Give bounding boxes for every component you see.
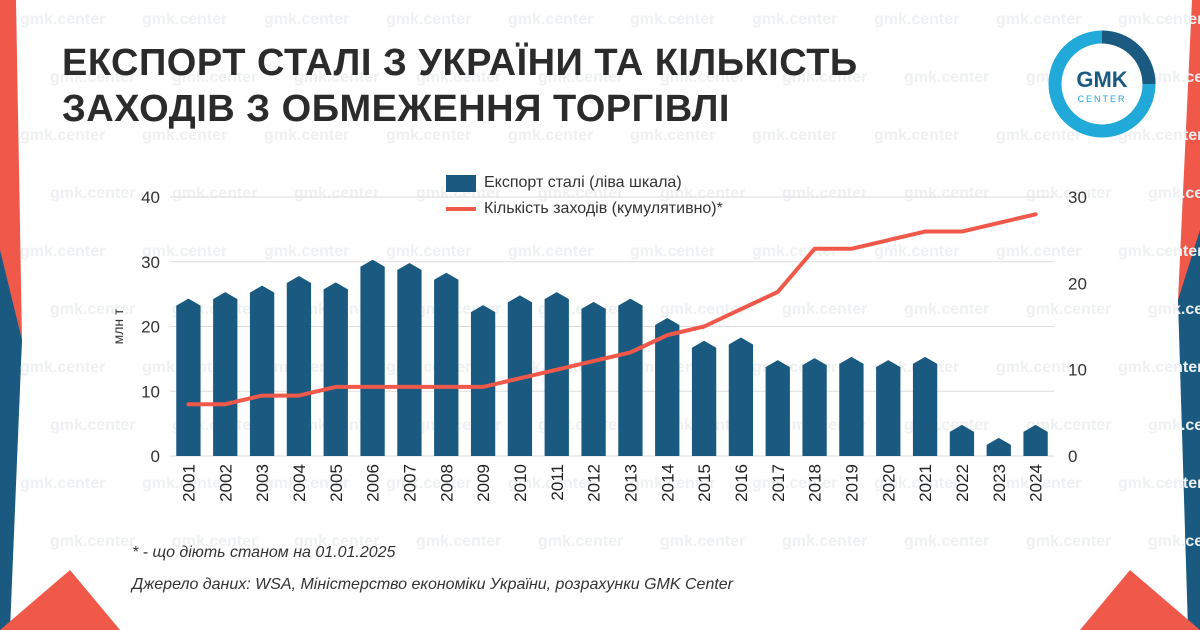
x-tick-label: 2005 bbox=[327, 464, 346, 502]
bar-2012 bbox=[581, 301, 606, 456]
bar-2002 bbox=[213, 292, 238, 456]
y-axis-label: млн т bbox=[110, 308, 126, 344]
y-right-tick-label: 30 bbox=[1068, 188, 1087, 207]
y-left-tick-label: 30 bbox=[141, 253, 160, 272]
bar-2003 bbox=[249, 285, 275, 456]
x-tick-label: 2003 bbox=[253, 464, 272, 502]
y-right-tick-label: 0 bbox=[1068, 447, 1077, 466]
steel-export-chart: 0 10 20 30 40 0 10 20 30 млн т 2001 2002 2003 2004 200… bbox=[110, 188, 1087, 502]
bar-2010 bbox=[507, 295, 533, 456]
y-right-tick-label: 10 bbox=[1068, 361, 1087, 380]
x-tick-label: 2006 bbox=[364, 464, 383, 502]
source-note: Джерело даних: WSA, Міністерство економі… bbox=[132, 576, 734, 593]
x-tick-label: 2018 bbox=[806, 464, 825, 502]
logo-text-gmk: GMK bbox=[1076, 67, 1127, 92]
x-tick-label: 2020 bbox=[879, 464, 898, 502]
x-tick-label: 2013 bbox=[621, 464, 640, 502]
bar-2011 bbox=[544, 292, 569, 456]
bar-2024 bbox=[1023, 424, 1048, 456]
right-decoration bbox=[1178, 0, 1200, 630]
bar-2015 bbox=[691, 340, 717, 456]
title-line-2: ЗАХОДІВ З ОБМЕЖЕННЯ ТОРГІВЛІ bbox=[62, 88, 730, 130]
x-tick-label: 2023 bbox=[990, 464, 1009, 502]
legend-swatch-bar bbox=[446, 174, 476, 192]
title-line-1: ЕКСПОРТ СТАЛІ З УКРАЇНИ ТА КІЛЬКІСТЬ bbox=[62, 42, 858, 84]
x-tick-label: 2019 bbox=[842, 464, 861, 502]
chart-legend: Експорт сталі (ліва шкала) Кількість зах… bbox=[446, 170, 723, 222]
logo-text-center: CENTER bbox=[1077, 94, 1126, 104]
bar-2014 bbox=[655, 318, 680, 456]
bottom-right-decoration bbox=[1080, 570, 1200, 630]
y-right-tick-label: 20 bbox=[1068, 274, 1087, 293]
x-tick-label: 2017 bbox=[769, 464, 788, 502]
bar-2018 bbox=[802, 358, 827, 456]
y-left-tick-label: 0 bbox=[151, 447, 160, 466]
y-left-tick-label: 20 bbox=[141, 318, 160, 337]
bar-2017 bbox=[765, 360, 790, 456]
bar-2021 bbox=[912, 356, 938, 456]
x-tick-label: 2012 bbox=[585, 464, 604, 502]
legend-swatch-line bbox=[446, 207, 476, 211]
legend-item-exports: Експорт сталі (ліва шкала) bbox=[446, 170, 723, 196]
bar-2020 bbox=[876, 360, 901, 456]
legend-item-measures: Кількість заходів (кумулятивно)* bbox=[446, 196, 723, 222]
x-tick-label: 2007 bbox=[400, 464, 419, 502]
x-tick-label: 2021 bbox=[916, 464, 935, 502]
bar-2023 bbox=[986, 437, 1011, 456]
legend-label-exports: Експорт сталі (ліва шкала) bbox=[484, 174, 682, 191]
x-tick-label: 2001 bbox=[179, 464, 198, 502]
footnote: * - що діють станом на 01.01.2025 bbox=[132, 544, 396, 561]
page-title: ЕКСПОРТ СТАЛІ З УКРАЇНИ ТА КІЛЬКІСТЬ ЗАХ… bbox=[62, 40, 942, 132]
bar-2007 bbox=[397, 262, 422, 456]
gmk-center-logo: GMK CENTER bbox=[1048, 30, 1156, 138]
measures-line bbox=[186, 212, 1038, 407]
bar-2005 bbox=[323, 282, 348, 456]
legend-label-measures: Кількість заходів (кумулятивно)* bbox=[484, 200, 723, 217]
x-tick-label: 2002 bbox=[216, 464, 235, 502]
x-tick-label: 2024 bbox=[1027, 464, 1046, 502]
x-tick-label: 2022 bbox=[953, 464, 972, 502]
x-tick-label: 2008 bbox=[437, 464, 456, 502]
left-decoration bbox=[0, 0, 22, 630]
bar-2009 bbox=[470, 305, 496, 456]
y-left-tick-label: 10 bbox=[141, 382, 160, 401]
bar-2016 bbox=[728, 337, 754, 456]
bar-2008 bbox=[434, 272, 459, 456]
x-tick-label: 2009 bbox=[474, 464, 493, 502]
x-tick-label: 2014 bbox=[658, 464, 677, 502]
x-tick-label: 2010 bbox=[511, 464, 530, 502]
bar-2006 bbox=[360, 259, 385, 456]
bottom-left-decoration bbox=[0, 570, 120, 630]
x-tick-label: 2011 bbox=[548, 464, 567, 501]
bar-2001 bbox=[176, 298, 201, 456]
x-tick-label: 2016 bbox=[732, 464, 751, 502]
bar-2013 bbox=[618, 298, 643, 456]
bar-2022 bbox=[949, 424, 975, 456]
bar-2004 bbox=[286, 275, 312, 456]
y-left-tick-label: 40 bbox=[141, 188, 160, 207]
x-tick-label: 2004 bbox=[290, 464, 309, 502]
bar-2019 bbox=[839, 356, 864, 456]
x-tick-label: 2015 bbox=[695, 464, 714, 502]
